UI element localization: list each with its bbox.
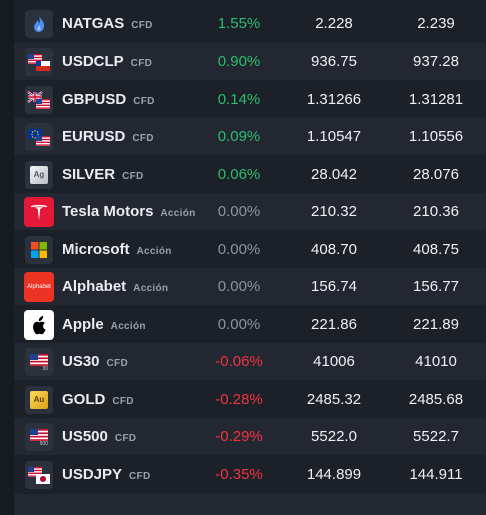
instrument-name: USDCLP CFD xyxy=(62,53,153,70)
bid-price[interactable]: 1.10547 xyxy=(306,128,362,145)
instrument-name-clip: Tesla Motors Acción xyxy=(62,193,196,230)
silver-symbol: Ag xyxy=(30,166,48,184)
ask-price[interactable]: 5522.7 xyxy=(413,428,459,445)
instrument-type-tag: CFD xyxy=(129,471,151,482)
instrument-row-gold[interactable]: Au GOLD CFD -0.28% 2485.32 2485.68 xyxy=(14,381,486,418)
instrument-name: GOLD CFD xyxy=(62,391,134,408)
instrument-row-apple[interactable]: Apple Acción 0.00% 221.86 221.89 xyxy=(14,306,486,343)
ask-price[interactable]: 408.75 xyxy=(413,241,459,258)
instrument-name: GBPUSD CFD xyxy=(62,91,155,108)
instrument-type-tag: Acción xyxy=(160,208,196,219)
bid-price[interactable]: 28.042 xyxy=(311,166,357,183)
index-label: 30 xyxy=(42,366,48,372)
change-percent: -0.28% xyxy=(215,391,263,408)
instrument-row-usdclp[interactable]: USDCLP CFD 0.90% 936.75 937.28 xyxy=(14,43,486,80)
partial-row xyxy=(14,494,486,515)
bid-price[interactable]: 41006 xyxy=(313,353,355,370)
instrument-type-tag: CFD xyxy=(131,20,153,31)
alphabet-logo-text: Alphabet xyxy=(27,284,51,290)
bid-price[interactable]: 144.899 xyxy=(306,466,362,483)
index-label: 500 xyxy=(39,441,48,447)
instrument-list: NATGAS CFD 1.55% 2.228 2.239 USDCLP CFD 0.… xyxy=(14,0,486,515)
instrument-name: SILVER CFD xyxy=(62,166,144,183)
change-percent: 0.00% xyxy=(217,203,261,220)
instrument-row-microsoft[interactable]: Microsoft Acción 0.00% 408.70 408.75 xyxy=(14,231,486,268)
change-percent: 0.00% xyxy=(217,316,261,333)
instrument-row-gbpusd[interactable]: GBPUSD CFD 0.14% 1.31266 1.31281 xyxy=(14,81,486,118)
change-percent: -0.06% xyxy=(215,353,263,370)
ask-price[interactable]: 41010 xyxy=(415,353,457,370)
instrument-type-tag: CFD xyxy=(106,358,128,369)
instrument-name: US30 CFD xyxy=(62,353,128,370)
silver-ag-icon: Ag xyxy=(25,161,53,189)
bid-price[interactable]: 156.74 xyxy=(311,278,357,295)
usd-clp-flags-icon xyxy=(25,48,53,76)
ask-price[interactable]: 1.31281 xyxy=(408,91,464,108)
instrument-type-tag: Acción xyxy=(110,321,146,332)
instrument-type-tag: Acción xyxy=(133,283,169,294)
instrument-name: Apple Acción xyxy=(62,316,146,333)
instrument-name: Microsoft Acción xyxy=(62,241,172,258)
flame-icon xyxy=(25,10,53,38)
instrument-type-tag: CFD xyxy=(112,396,134,407)
instrument-name: NATGAS CFD xyxy=(62,15,153,32)
change-percent: 0.06% xyxy=(217,166,261,183)
ask-price[interactable]: 28.076 xyxy=(413,166,459,183)
gold-au-icon: Au xyxy=(25,386,53,414)
bid-price[interactable]: 408.70 xyxy=(311,241,357,258)
us-flag-500-icon: 500 xyxy=(25,423,53,451)
instrument-name: Alphabet Acción xyxy=(62,278,169,295)
bid-price[interactable]: 210.32 xyxy=(311,203,357,220)
instrument-type-tag: CFD xyxy=(133,96,155,107)
instrument-type-tag: CFD xyxy=(132,133,154,144)
bid-price[interactable]: 2485.32 xyxy=(306,391,362,408)
us-flag-30-icon: 30 xyxy=(25,348,53,376)
instrument-name: Tesla Motors Acción xyxy=(62,203,196,220)
instrument-type-tag: CFD xyxy=(122,171,144,182)
change-percent: -0.35% xyxy=(215,466,263,483)
instrument-row-eurusd[interactable]: EURUSD CFD 0.09% 1.10547 1.10556 xyxy=(14,118,486,155)
change-percent: 0.00% xyxy=(217,241,261,258)
instrument-row-usdjpy[interactable]: USDJPY CFD -0.35% 144.899 144.911 xyxy=(14,456,486,493)
instrument-row-us30[interactable]: 30 US30 CFD -0.06% 41006 41010 xyxy=(14,343,486,380)
ask-price[interactable]: 1.10556 xyxy=(408,128,464,145)
change-percent: 0.90% xyxy=(217,53,261,70)
instrument-row-silver[interactable]: Ag SILVER CFD 0.06% 28.042 28.076 xyxy=(14,156,486,193)
instrument-row-tesla[interactable]: Tesla Motors Acción 0.00% 210.32 210.36 xyxy=(14,193,486,230)
instrument-row-natgas[interactable]: NATGAS CFD 1.55% 2.228 2.239 xyxy=(14,5,486,42)
ask-price[interactable]: 144.911 xyxy=(409,466,463,483)
change-percent: 0.14% xyxy=(217,91,261,108)
ask-price[interactable]: 210.36 xyxy=(413,203,459,220)
instrument-type-tag: Acción xyxy=(136,246,172,257)
alphabet-logo-icon: Alphabet xyxy=(24,272,54,302)
instrument-type-tag: CFD xyxy=(130,58,153,69)
change-percent: 0.09% xyxy=(217,128,261,145)
bid-price[interactable]: 936.75 xyxy=(311,53,357,70)
gold-symbol: Au xyxy=(30,391,48,409)
ask-price[interactable]: 937.28 xyxy=(413,53,459,70)
usd-jpy-flags-icon xyxy=(25,461,53,489)
bid-price[interactable]: 221.86 xyxy=(311,316,357,333)
microsoft-logo-icon xyxy=(25,236,53,264)
eur-usd-flags-icon xyxy=(25,123,53,151)
ask-price[interactable]: 2485.68 xyxy=(408,391,464,408)
change-percent: 1.55% xyxy=(217,15,261,32)
bid-price[interactable]: 2.228 xyxy=(315,15,353,32)
change-percent: -0.29% xyxy=(215,428,263,445)
bid-price[interactable]: 5522.0 xyxy=(311,428,357,445)
ask-price[interactable]: 156.77 xyxy=(413,278,459,295)
instrument-type-tag: CFD xyxy=(114,433,137,444)
ask-price[interactable]: 2.239 xyxy=(417,15,455,32)
bid-price[interactable]: 1.31266 xyxy=(306,91,362,108)
change-percent: 0.00% xyxy=(217,278,261,295)
instrument-name: US500 CFD xyxy=(62,428,137,445)
instrument-row-alphabet[interactable]: Alphabet Alphabet Acción 0.00% 156.74 156… xyxy=(14,268,486,305)
tesla-logo-icon xyxy=(24,197,54,227)
instrument-row-us500[interactable]: 500 US500 CFD -0.29% 5522.0 5522.7 xyxy=(14,418,486,455)
instrument-name: USDJPY CFD xyxy=(62,466,151,483)
instrument-name: EURUSD CFD xyxy=(62,128,154,145)
gbp-usd-flags-icon xyxy=(25,86,53,114)
apple-logo-icon xyxy=(24,310,54,340)
ask-price[interactable]: 221.89 xyxy=(413,316,459,333)
